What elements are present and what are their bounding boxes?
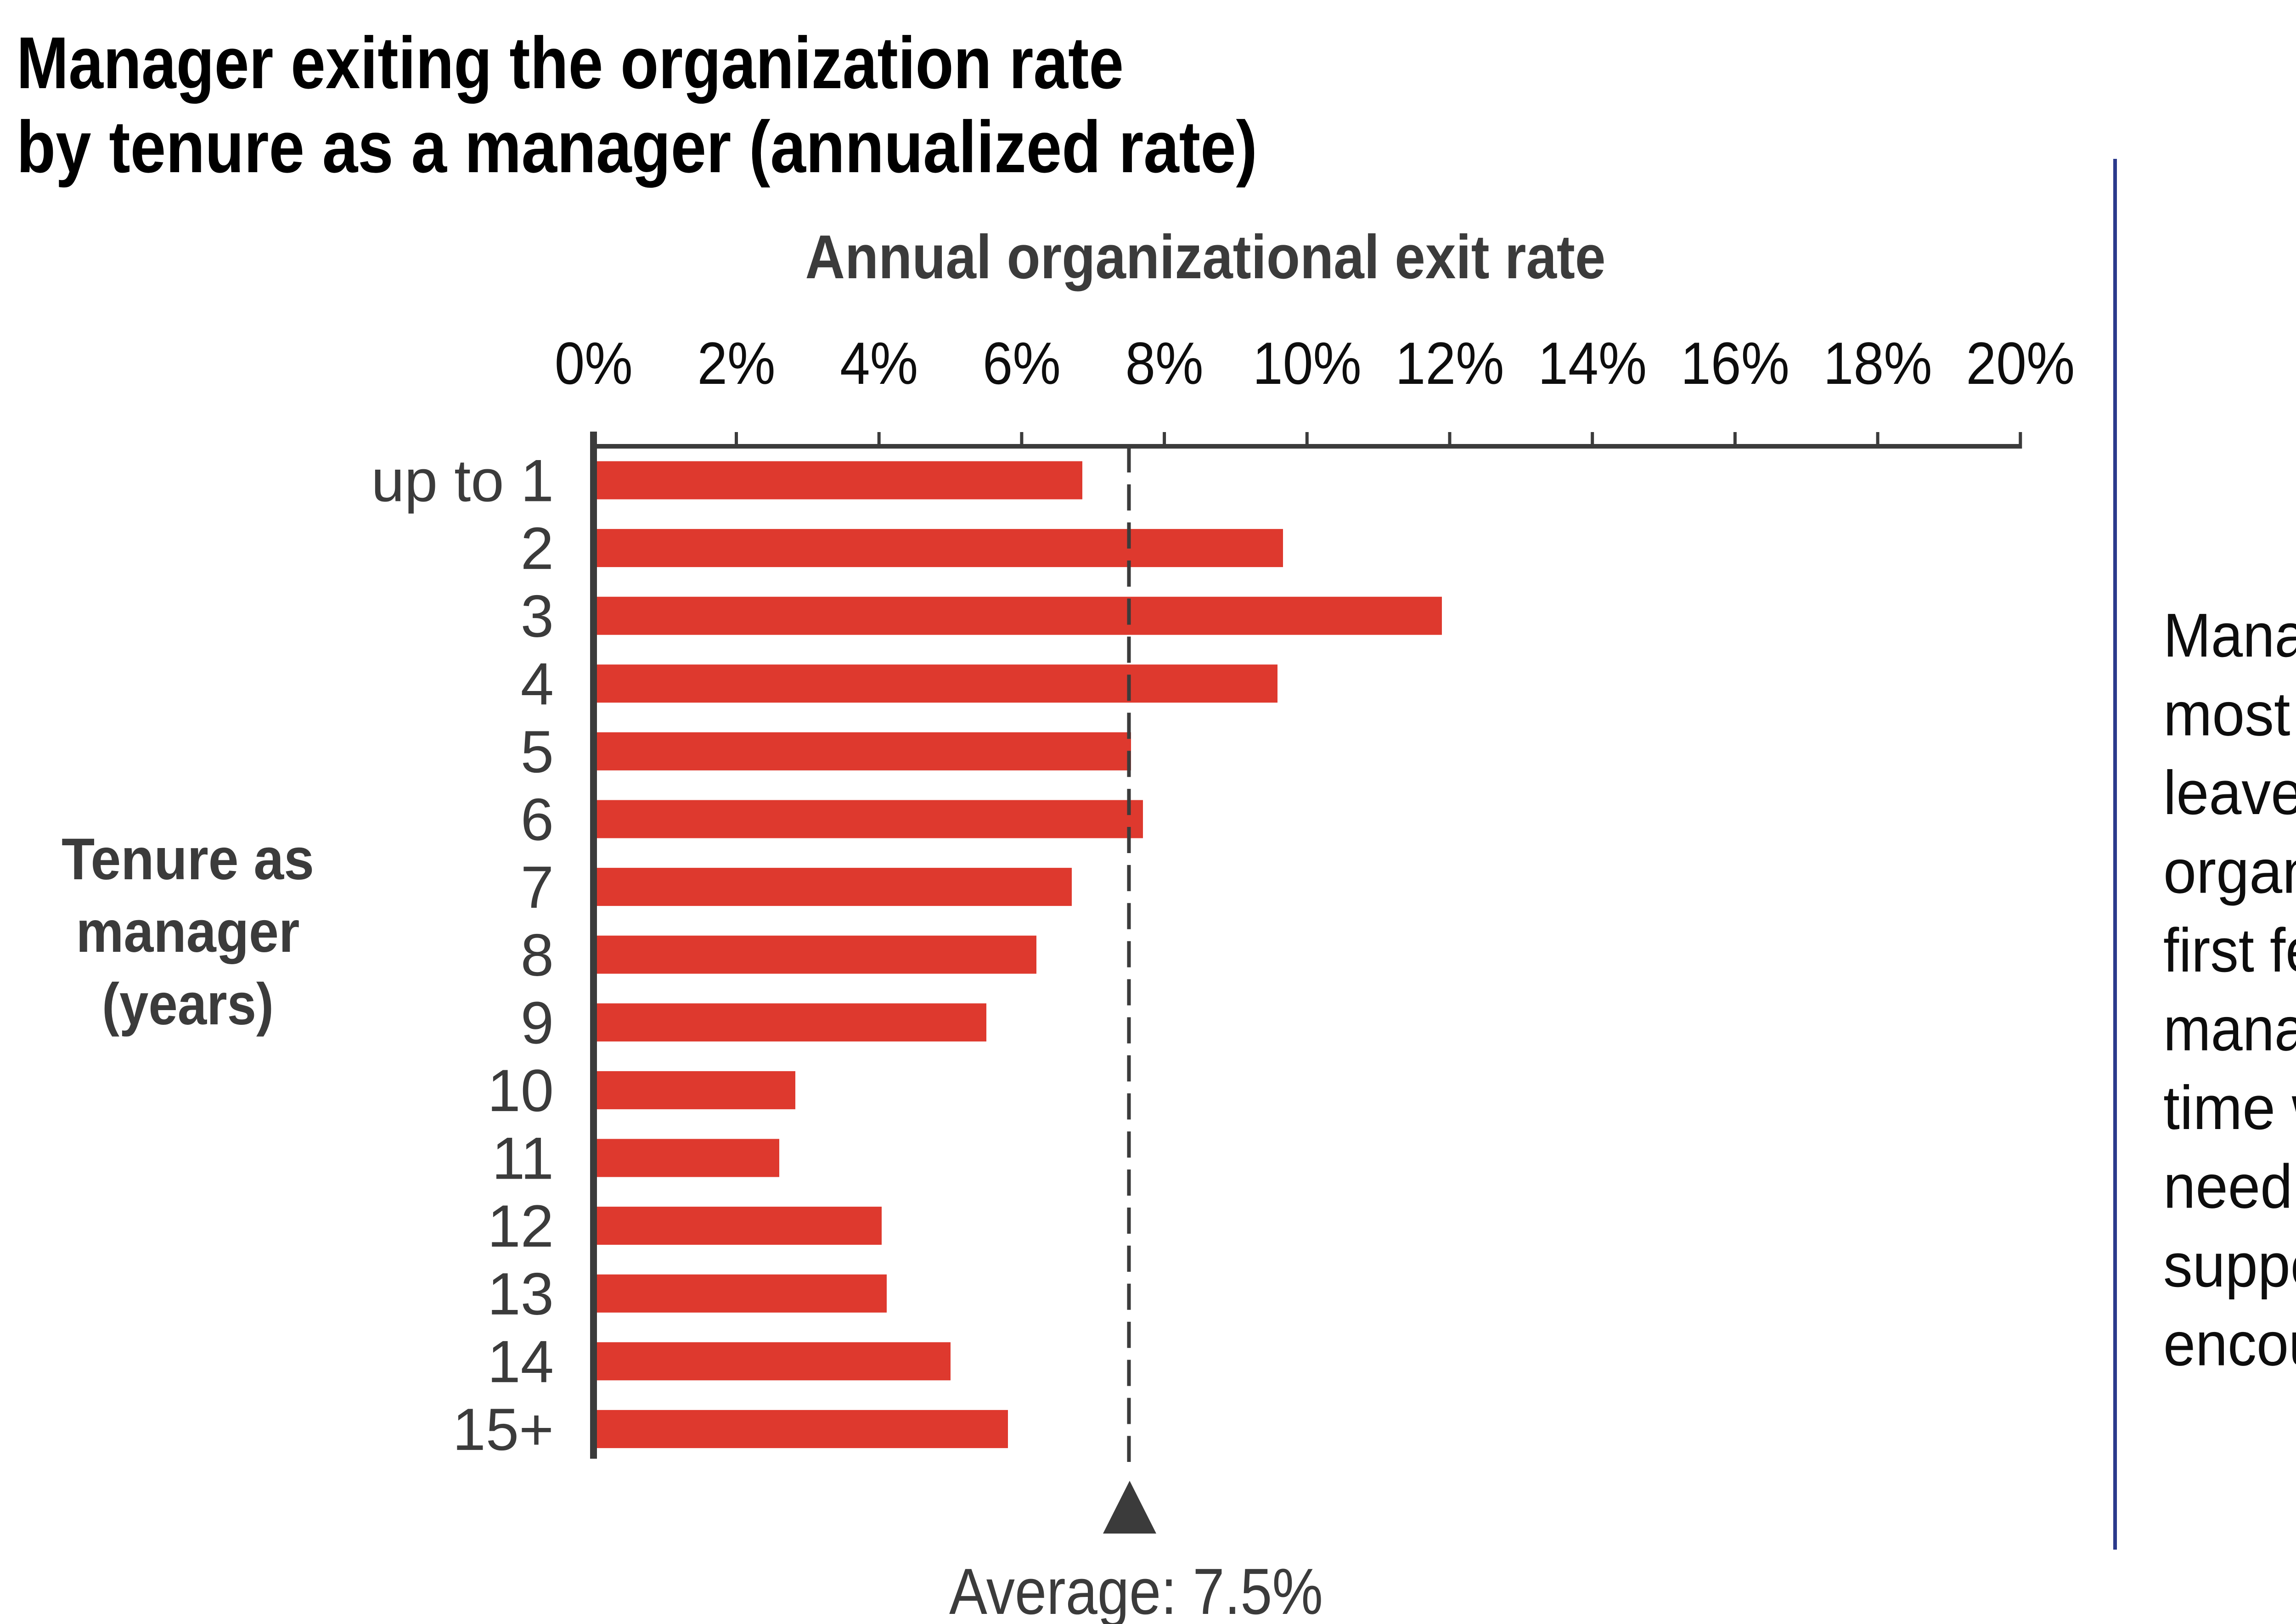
svg-text:Managers are the: Managers are the — [2163, 601, 2296, 670]
svg-text:0%: 0% — [555, 330, 633, 397]
svg-text:2: 2 — [521, 515, 554, 582]
svg-text:leave the role or the: leave the role or the — [2163, 758, 2296, 827]
svg-text:Tenure as: Tenure as — [62, 826, 314, 892]
svg-text:6%: 6% — [983, 330, 1061, 397]
svg-text:by tenure as a manager (annual: by tenure as a manager (annualized rate) — [17, 106, 1257, 188]
svg-text:10: 10 — [487, 1057, 554, 1124]
svg-text:12%: 12% — [1396, 330, 1504, 397]
svg-text:6: 6 — [521, 786, 554, 853]
svg-text:3: 3 — [521, 583, 554, 650]
svg-text:need the most: need the most — [2163, 1152, 2296, 1221]
svg-text:first few years as a: first few years as a — [2163, 916, 2296, 985]
svg-text:(years): (years) — [102, 972, 274, 1037]
svg-text:8%: 8% — [1125, 330, 1204, 397]
svg-text:time when they: time when they — [2163, 1073, 2296, 1142]
svg-text:12: 12 — [487, 1192, 554, 1259]
svg-text:14%: 14% — [1538, 330, 1647, 397]
svg-text:18%: 18% — [1823, 330, 1932, 397]
svg-text:7: 7 — [521, 854, 554, 921]
svg-text:manager; this is the: manager; this is the — [2163, 995, 2296, 1064]
svg-text:15+: 15+ — [452, 1396, 554, 1463]
svg-text:4%: 4% — [840, 330, 918, 397]
svg-text:Manager exiting the organizati: Manager exiting the organization rate — [17, 22, 1124, 104]
svg-text:organization in their: organization in their — [2163, 837, 2296, 906]
svg-text:13: 13 — [487, 1260, 554, 1327]
svg-text:4: 4 — [521, 650, 554, 717]
svg-text:11: 11 — [492, 1125, 554, 1192]
svg-text:manager: manager — [76, 899, 300, 965]
svg-text:support and: support and — [2163, 1231, 2296, 1300]
svg-text:most susceptible to: most susceptible to — [2163, 680, 2296, 749]
svg-text:20%: 20% — [1966, 330, 2075, 397]
svg-text:2%: 2% — [698, 330, 776, 397]
svg-text:encouragement.: encouragement. — [2163, 1309, 2296, 1379]
svg-text:5: 5 — [521, 718, 554, 785]
svg-text:Annual organizational exit rat: Annual organizational exit rate — [805, 222, 1606, 292]
svg-text:up to 1: up to 1 — [371, 447, 554, 514]
svg-text:9: 9 — [521, 989, 554, 1056]
svg-text:10%: 10% — [1253, 330, 1362, 397]
svg-text:16%: 16% — [1681, 330, 1790, 397]
svg-text:Average: 7.5%: Average: 7.5% — [949, 1555, 1323, 1624]
svg-text:14: 14 — [487, 1328, 554, 1395]
svg-text:8: 8 — [521, 922, 554, 989]
